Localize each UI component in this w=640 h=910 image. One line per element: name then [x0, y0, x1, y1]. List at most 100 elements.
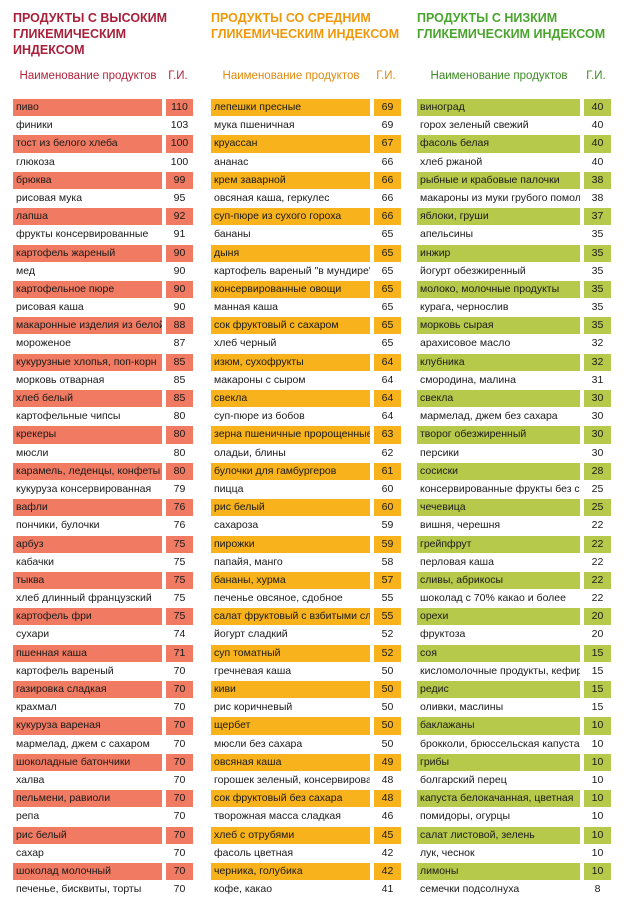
product-name: хлеб черный [211, 335, 372, 353]
table-row: смородина, малина 31 [417, 371, 611, 390]
table-row: фасоль цветная 42 [211, 844, 401, 863]
table-row: салат фруктовый с взбитыми сливками55 [211, 608, 401, 627]
gi-value: 66 [374, 171, 401, 189]
table-row: зерна пшеничные пророщенные 63 [211, 426, 401, 445]
table-row: виноград 40 [417, 99, 611, 118]
gi-value: 20 [584, 608, 611, 626]
gi-value: 30 [591, 410, 604, 423]
product-name: сок фруктовый с сахаром [211, 317, 372, 335]
product-name: мука пшеничная [211, 117, 372, 135]
gi-value: 80 [166, 426, 193, 444]
gi-value: 74 [173, 628, 186, 641]
product-name: печенье овсяное, сдобное [211, 590, 372, 608]
gi-value: 40 [591, 119, 604, 132]
table-row: консервированные овощи 65 [211, 280, 401, 300]
product-name: салат фруктовый с взбитыми сливками [211, 608, 372, 626]
product-name: шоколад с 70% какао и более [417, 590, 582, 608]
gi-value: 70 [166, 862, 193, 881]
table-row: болгарский перец 10 [417, 771, 611, 791]
table-row: горох зеленый свежий 40 [417, 117, 611, 136]
gi-value: 70 [173, 737, 186, 750]
table-row: вишня, черешня 22 [417, 517, 611, 536]
table-row: мороженое 87 [13, 335, 193, 354]
table-row: картофель вареный 70 [13, 662, 193, 681]
gi-value: 10 [584, 862, 611, 881]
table-row: крем заварной 66 [211, 171, 401, 190]
table-row: картофельное пюре 90 [13, 280, 193, 300]
gi-value: 75 [173, 555, 186, 568]
gi-value: 15 [584, 681, 611, 699]
table-row: хлеб длинный французский 75 [13, 590, 193, 609]
gi-value: 70 [173, 883, 186, 896]
table-row: баклажаны 10 [417, 717, 611, 736]
gi-value: 80 [173, 410, 186, 423]
table-row: изюм, сухофрукты 64 [211, 353, 401, 372]
product-name: глюкоза [13, 153, 164, 171]
table-row: сок фруктовый с сахаром 65 [211, 317, 401, 336]
gi-value: 10 [584, 717, 611, 735]
gi-value: 49 [374, 753, 401, 771]
gi-value: 46 [381, 810, 394, 823]
table-row: йогурт сладкий 52 [211, 626, 401, 645]
table-row: картофельные чипсы 80 [13, 408, 193, 427]
table-row: пельмени, равиоли 70 [13, 790, 193, 809]
gi-value: 41 [381, 883, 394, 896]
gi-value: 32 [584, 353, 611, 371]
product-name: гречневая каша [211, 662, 372, 680]
gi-value: 70 [166, 826, 193, 844]
product-name: дыня [211, 244, 372, 262]
gi-value: 91 [173, 228, 186, 241]
gi-value: 70 [173, 664, 186, 677]
high-gi-header: Наименование продуктов Г.И. [13, 68, 193, 84]
product-name: черника, голубика [211, 862, 372, 881]
gi-value: 64 [374, 390, 401, 408]
product-name: картофель жареный [13, 244, 164, 262]
gi-value: 61 [374, 462, 401, 480]
table-row: лук, чеснок 10 [417, 844, 611, 863]
gi-value: 52 [374, 644, 401, 662]
gi-value: 80 [173, 446, 186, 459]
table-row: хлеб белый 85 [13, 390, 193, 409]
table-row: манная каша 65 [211, 299, 401, 318]
product-name: йогурт обезжиренный [417, 262, 582, 280]
product-name: инжир [417, 244, 582, 262]
table-row: булочки для гамбургеров 61 [211, 462, 401, 481]
table-row: шоколад с 70% какао и более 22 [417, 590, 611, 609]
product-name: суп-пюре из сухого гороха [211, 208, 372, 226]
product-name: крекеры [13, 426, 164, 444]
product-name: рыбные и крабовые палочки [417, 171, 582, 189]
header-gi: Г.И. [586, 70, 606, 82]
gi-value: 32 [591, 337, 604, 350]
table-row: соя 15 [417, 644, 611, 663]
product-name: сухари [13, 626, 164, 644]
product-name: пельмени, равиоли [13, 790, 164, 808]
product-name: шоколад молочный [13, 862, 164, 881]
gi-value: 50 [374, 681, 401, 699]
product-name: газировка сладкая [13, 681, 164, 699]
gi-value: 25 [591, 482, 604, 495]
gi-value: 65 [374, 317, 401, 335]
table-row: консервированные фрукты без сахара 25 [417, 480, 611, 500]
table-row: карамель, леденцы, конфеты 80 [13, 462, 193, 481]
header-gi: Г.И. [376, 70, 396, 82]
gi-value: 85 [166, 353, 193, 371]
product-name: соя [417, 644, 582, 662]
table-row: грибы 10 [417, 753, 611, 772]
product-name: хлеб ржаной [417, 153, 582, 171]
product-name: пшенная каша [13, 644, 164, 662]
table-row: перловая каша 22 [417, 553, 611, 572]
product-name: хлеб с отрубями [211, 826, 372, 844]
table-row: бананы 65 [211, 226, 401, 245]
table-row: сок фруктовый без сахара 48 [211, 790, 401, 809]
product-name: рис коричневый [211, 699, 372, 717]
gi-value: 85 [173, 373, 186, 386]
gi-value: 10 [591, 810, 604, 823]
table-row: папайя, манго 58 [211, 553, 401, 572]
gi-value: 40 [591, 155, 604, 168]
product-name: пончики, булочки [13, 517, 164, 535]
table-row: молоко, молочные продукты 35 [417, 280, 611, 300]
gi-value: 87 [173, 337, 186, 350]
table-row: пончики, булочки 76 [13, 517, 193, 536]
gi-value: 28 [584, 462, 611, 480]
